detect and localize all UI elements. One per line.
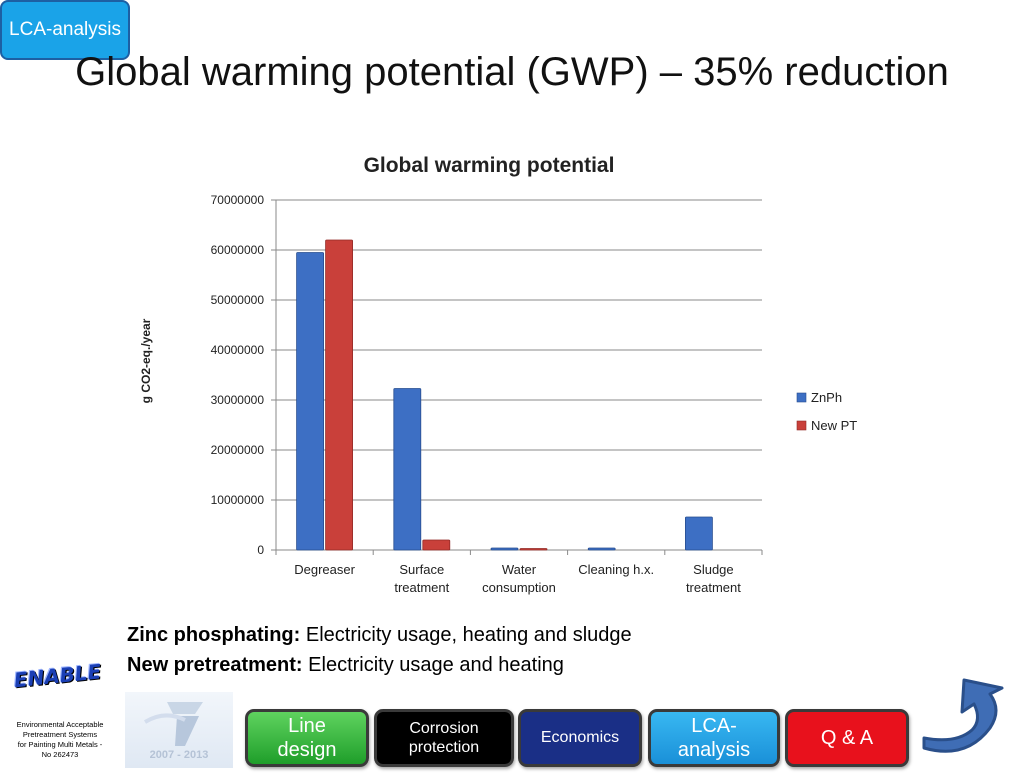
y-tick-label: 50000000 — [211, 293, 265, 307]
fp7-logo: 2007 - 2013 — [125, 692, 233, 768]
nav-lca-analysis-button[interactable]: LCA-analysis — [648, 709, 780, 767]
x-tick-label: Surface — [399, 562, 444, 577]
gwp-bar-chart: Global warming potential 0 10000000 2000000… — [139, 154, 857, 595]
note-new-pretreatment: New pretreatment: Electricity usage and … — [127, 654, 564, 676]
section-badge[interactable]: LCA-analysis — [0, 0, 130, 60]
legend-swatch-new-pt — [796, 420, 807, 431]
y-axis-label: g CO2-eq./year — [139, 318, 153, 403]
nav-line-design-button[interactable]: Line design — [245, 709, 369, 767]
y-tick-label: 0 — [257, 543, 264, 557]
y-tick-label: 20000000 — [211, 443, 265, 457]
legend-label-znph: ZnPh — [811, 390, 842, 405]
back-arrow-icon[interactable] — [912, 672, 1020, 764]
bar-new-pt — [519, 548, 548, 551]
x-tick-label: Cleaning h.x. — [578, 562, 654, 577]
bar-znph — [393, 388, 422, 551]
slide-title: Global warming potential (GWP) – 35% red… — [75, 50, 949, 94]
notes: Zinc phosphating: Electricity usage, hea… — [127, 620, 632, 680]
bar-znph — [296, 252, 325, 551]
x-tick-label: Sludge — [693, 562, 733, 577]
nav-corrosion-protection-button[interactable]: Corrosion protection — [374, 709, 514, 767]
y-tick-label: 60000000 — [211, 243, 265, 257]
y-tick-label: 30000000 — [211, 393, 265, 407]
bar-new-pt — [325, 239, 354, 551]
x-tick-label: consumption — [482, 580, 556, 595]
legend-label-new-pt: New PT — [811, 418, 857, 433]
note-zinc-phosphating: Zinc phosphating: Electricity usage, hea… — [127, 624, 632, 646]
y-tick-label: 40000000 — [211, 343, 265, 357]
nav-economics-button[interactable]: Economics — [518, 709, 642, 767]
legend-swatch-znph — [796, 392, 807, 403]
project-description: Environmental Acceptable Pretreatment Sy… — [16, 720, 104, 759]
x-tick-label: Water — [502, 562, 537, 577]
y-tick-label: 10000000 — [211, 493, 265, 507]
bar-znph — [490, 547, 519, 551]
x-tick-label: treatment — [686, 580, 741, 595]
y-tick-label: 70000000 — [211, 193, 265, 207]
x-tick-label: Degreaser — [294, 562, 355, 577]
x-tick-label: treatment — [394, 580, 449, 595]
enable-logo: ENABLE — [12, 659, 103, 693]
fp7-year-label: 2007 - 2013 — [150, 749, 209, 761]
bar-new-pt — [422, 539, 451, 551]
nav-qa-button[interactable]: Q & A — [785, 709, 909, 767]
chart-title: Global warming potential — [364, 154, 615, 177]
bar-znph — [685, 516, 713, 551]
bar-znph — [587, 547, 616, 551]
